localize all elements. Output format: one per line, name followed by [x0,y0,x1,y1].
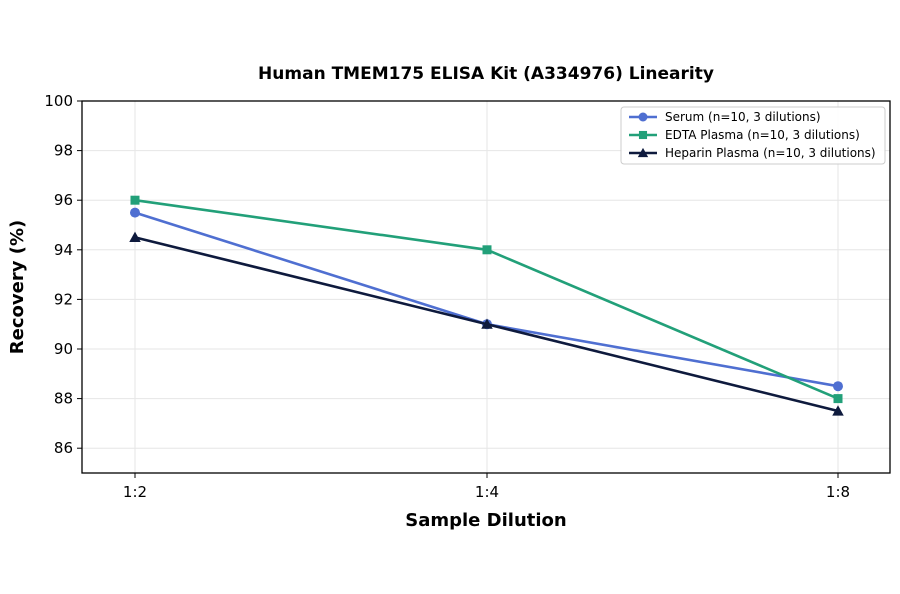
y-tick-label: 92 [54,290,73,308]
data-point [129,231,141,242]
y-tick-label: 88 [54,390,73,408]
legend: Serum (n=10, 3 dilutions) EDTA Plasma (n=… [620,106,886,165]
x-tick-label: 1:4 [475,483,499,501]
x-tick-label: 1:8 [826,483,850,501]
legend-marker [637,147,649,158]
data-point [482,245,492,255]
legend-label: Serum (n=10, 3 dilutions) [665,110,821,124]
data-point [833,381,843,392]
legend-item: Heparin Plasma (n=10, 3 dilutions) [629,146,876,160]
y-tick-label: 98 [54,142,73,160]
data-point [481,318,493,329]
data-point [833,394,843,404]
y-tick-label: 96 [54,191,73,209]
series-3 [129,231,844,416]
data-point [130,195,140,205]
chart-title: Human TMEM175 ELISA Kit (A334976) Linear… [258,64,714,84]
x-tick-label: 1:2 [123,483,147,501]
legend-label: EDTA Plasma (n=10, 3 dilutions) [665,128,860,142]
legend-item: Serum (n=10, 3 dilutions) [629,110,821,124]
plot-frame [81,100,891,474]
x-axis-label: Sample Dilution [405,510,566,531]
y-tick-label: 94 [54,241,73,259]
legend-marker [638,130,648,140]
series-2 [130,195,843,404]
legend-marker [638,112,648,122]
data-point [130,207,140,218]
series-lines [129,195,844,416]
x-axis-ticks: 1:2 1:4 1:8 [123,473,850,501]
y-tick-label: 90 [54,340,73,358]
y-axis-ticks: 86 88 90 92 94 96 98 100 [44,92,82,457]
legend-label: Heparin Plasma (n=10, 3 dilutions) [665,146,876,160]
y-tick-label: 100 [44,92,73,110]
y-axis-label: Recovery (%) [7,220,28,354]
legend-item: EDTA Plasma (n=10, 3 dilutions) [629,128,860,142]
y-tick-label: 86 [54,439,73,457]
legend-box [620,106,886,165]
data-point [832,405,844,416]
